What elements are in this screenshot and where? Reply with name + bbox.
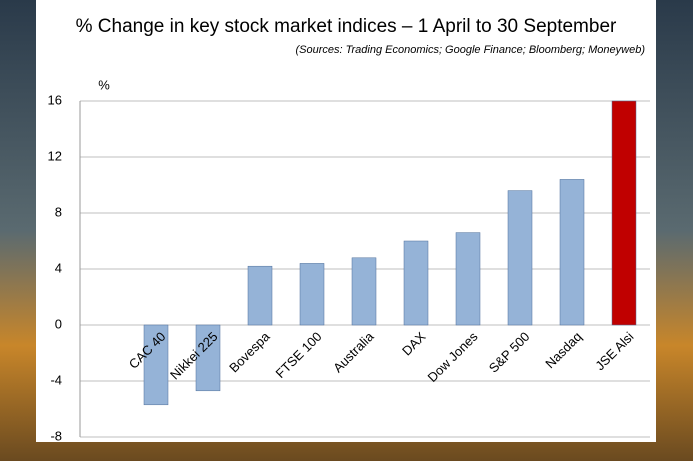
page: % Change in key stock market indices – 1… xyxy=(0,0,693,461)
bar xyxy=(248,266,272,325)
chart-subtitle: (Sources: Trading Economics; Google Fina… xyxy=(295,44,645,56)
y-tick-label: 16 xyxy=(48,92,62,107)
y-tick-label: 8 xyxy=(55,204,62,219)
bar xyxy=(456,233,480,325)
y-tick-label: -4 xyxy=(50,372,62,387)
bar xyxy=(560,179,584,325)
y-tick-label: 12 xyxy=(48,148,62,163)
y-tick-label: 0 xyxy=(55,316,62,331)
bar xyxy=(508,191,532,325)
chart-title: % Change in key stock market indices – 1… xyxy=(76,16,617,37)
bar xyxy=(300,263,324,325)
bar xyxy=(352,258,376,325)
chart: % Change in key stock market indices – 1… xyxy=(0,0,693,461)
y-tick-label: 4 xyxy=(55,260,62,275)
bar xyxy=(404,241,428,325)
y-axis-label: % xyxy=(98,77,110,92)
y-tick-label: -8 xyxy=(50,428,62,443)
bar xyxy=(612,101,636,325)
